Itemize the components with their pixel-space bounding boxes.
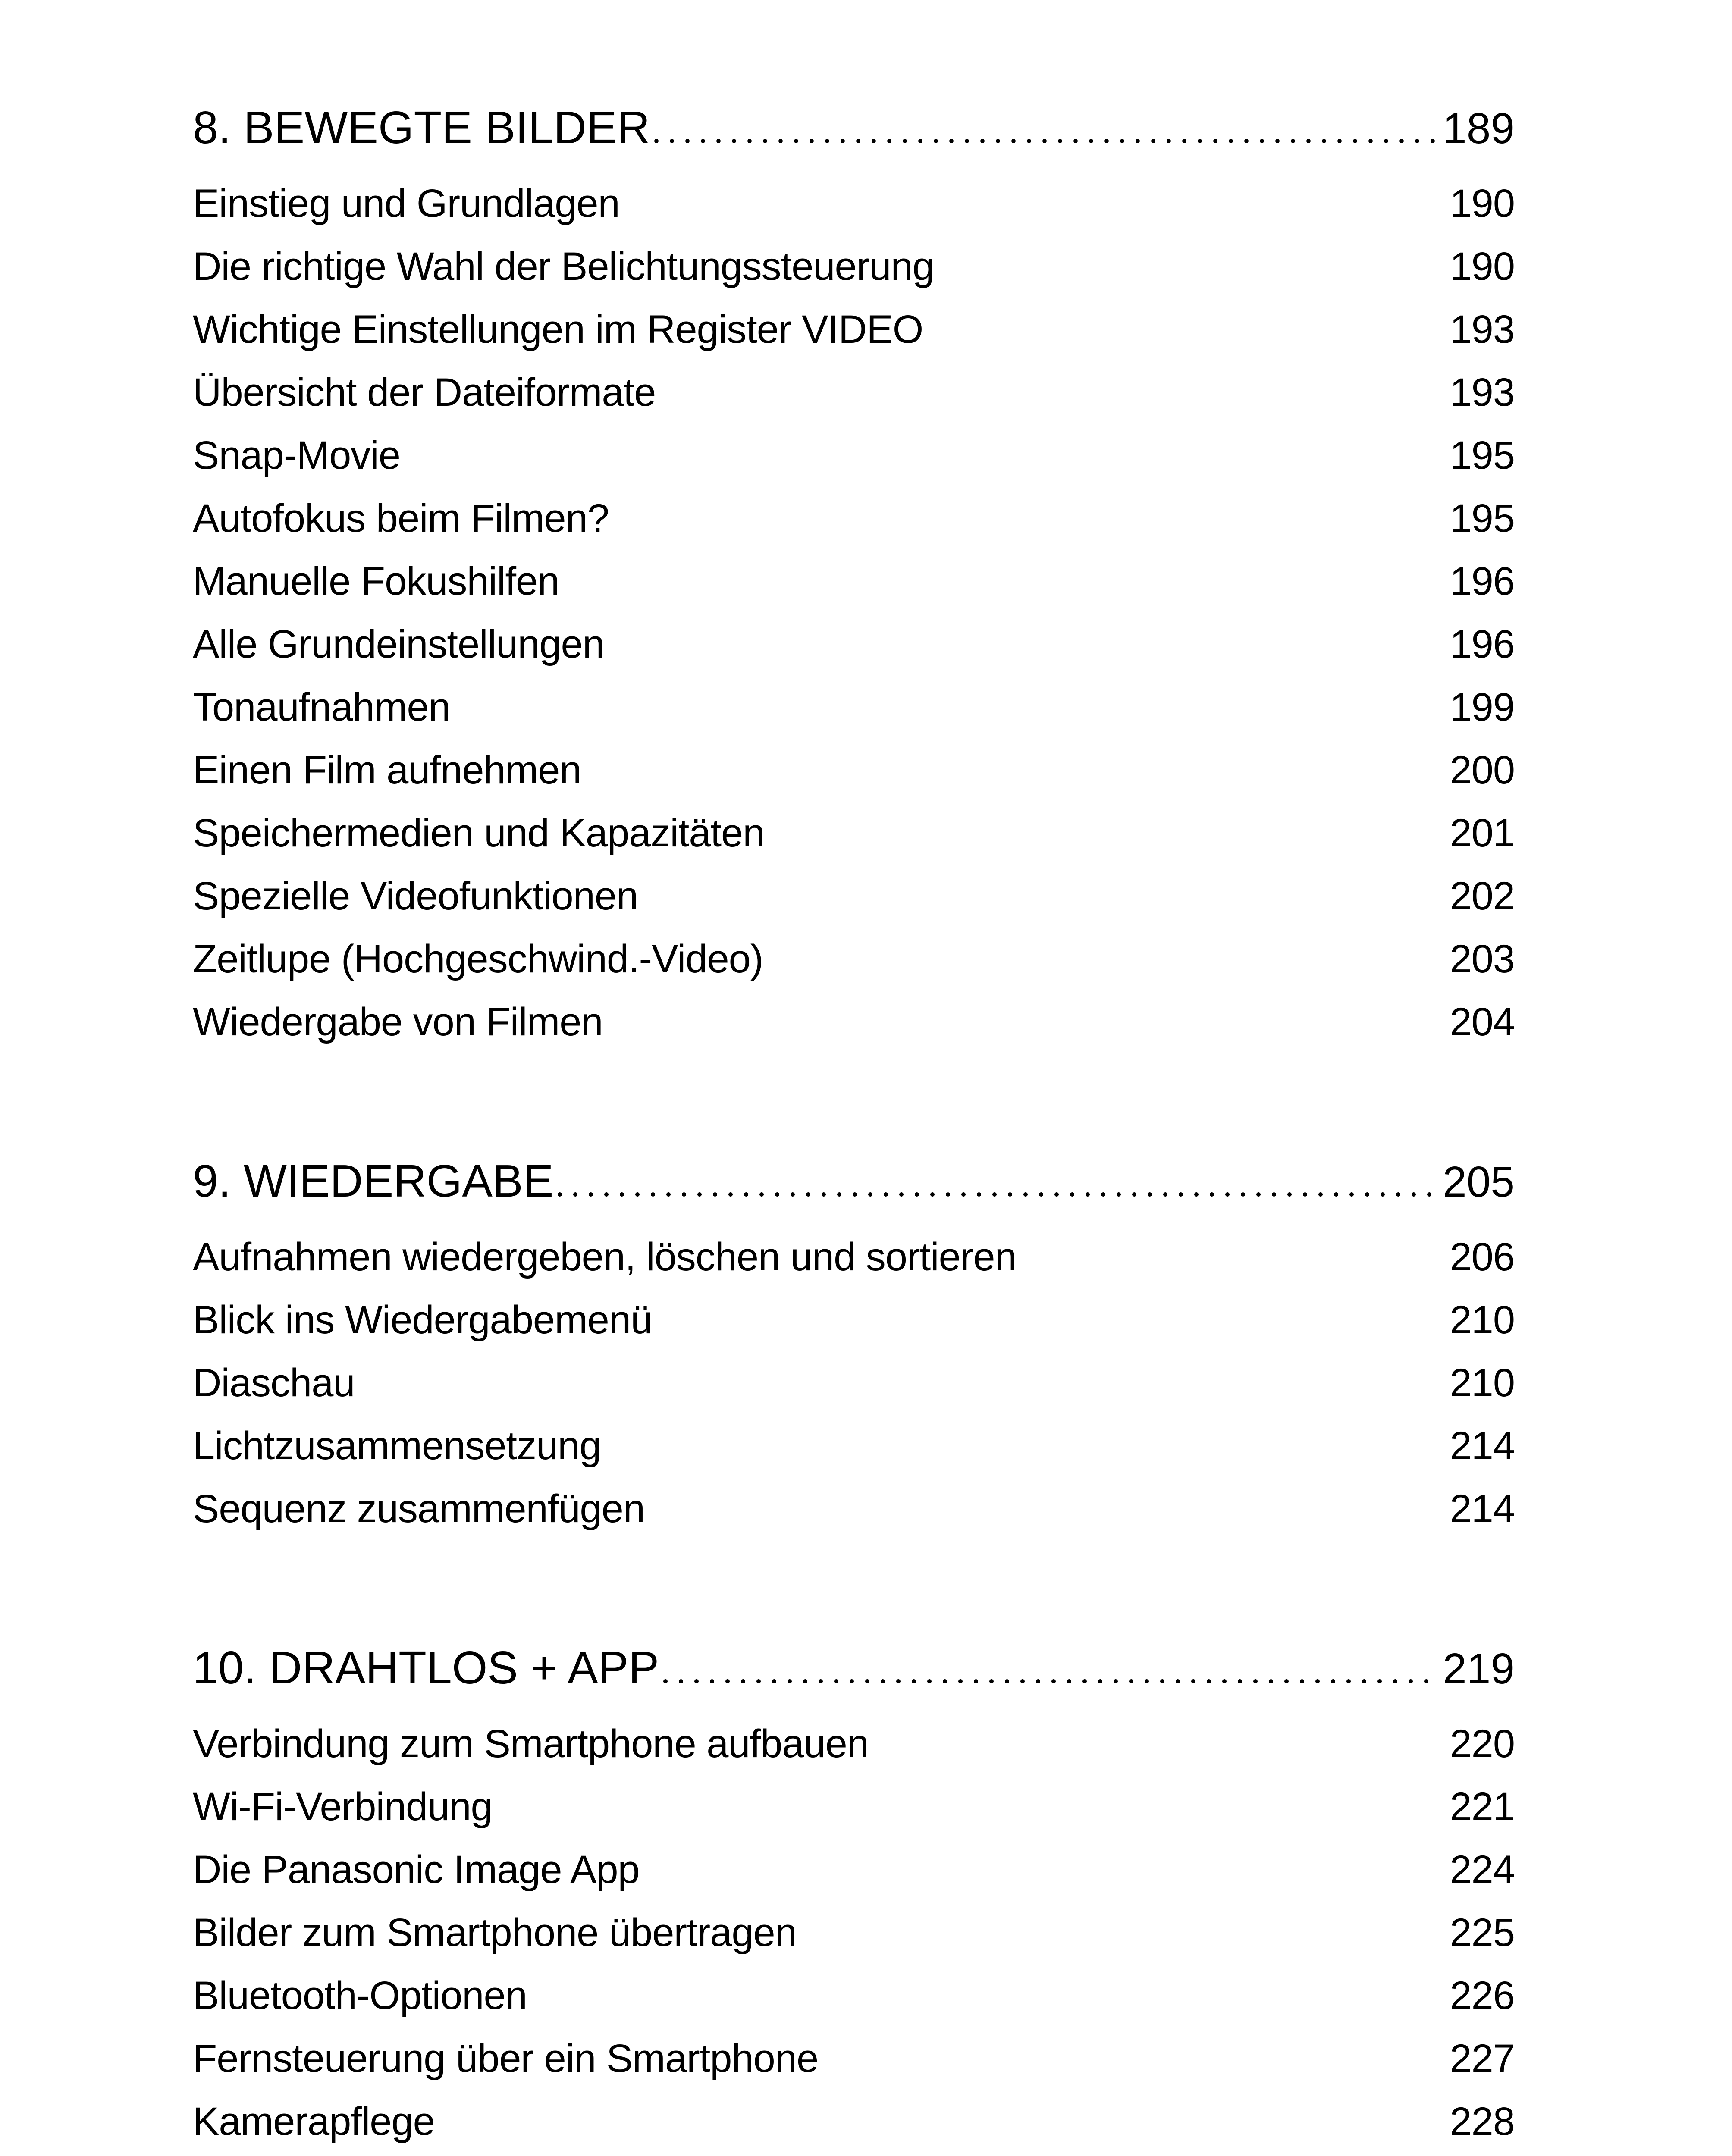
toc-entry-page-number: 196 (1450, 622, 1515, 666)
toc-entry-page-number: 229 (1450, 2153, 1515, 2156)
toc-entry-page-number: 221 (1450, 1785, 1515, 1829)
toc-entry-label: Alle Grundeinstellungen (193, 622, 605, 666)
toc-entry-row: Sequenz zusammenfügen 214 (193, 1477, 1515, 1540)
toc-entry-page-number: 214 (1450, 1487, 1515, 1531)
toc-entry-page-number: 203 (1450, 937, 1515, 981)
toc-entry-label: Zeitlupe (Hochgeschwind.-Video) (193, 937, 763, 981)
chapter-page-number: 205 (1443, 1158, 1515, 1206)
book-page: 8. BEWEGTE BILDER 189 Einstieg und Grundla… (0, 96, 1732, 2156)
toc-entry-page-number: 195 (1450, 433, 1515, 477)
toc-entry-row: Kontakt und Links 229 (193, 2153, 1515, 2156)
toc-entry-label: Einen Film aufnehmen (193, 748, 581, 792)
toc-entry-row: Spezielle Videofunktionen 202 (193, 865, 1515, 928)
toc-entry-label: Verbindung zum Smartphone aufbauen (193, 1722, 869, 1766)
toc-entry-page-number: 195 (1450, 496, 1515, 540)
toc-entry-label: Fernsteuerung über ein Smartphone (193, 2037, 819, 2081)
toc-entry-label: Die Panasonic Image App (193, 1848, 640, 1892)
toc-entry-label: Manuelle Fokushilfen (193, 559, 559, 603)
chapter-heading-label: 9. WIEDERGABE (193, 1156, 554, 1206)
toc-entry-row: Die richtige Wahl der Belichtungssteueru… (193, 235, 1515, 298)
toc-entry-row: Kamerapflege 228 (193, 2090, 1515, 2153)
toc-entry-page-number: 193 (1450, 370, 1515, 414)
toc-entry-label: Wi-Fi-Verbindung (193, 1785, 493, 1829)
toc-entry-label: Aufnahmen wiedergeben, löschen und sorti… (193, 1235, 1017, 1279)
toc-entry-row: Wichtige Einstellungen im Register VIDEO… (193, 298, 1515, 361)
toc-entry-row: Einen Film aufnehmen 200 (193, 739, 1515, 802)
toc-entry-label: Spezielle Videofunktionen (193, 874, 638, 918)
toc-entry-page-number: 193 (1450, 307, 1515, 351)
toc-entry-page-number: 206 (1450, 1235, 1515, 1279)
toc-entry-page-number: 196 (1450, 559, 1515, 603)
toc: 8. BEWEGTE BILDER 189 Einstieg und Grundla… (193, 96, 1515, 2156)
toc-entry-page-number: 228 (1450, 2100, 1515, 2143)
toc-entry-page-number: 201 (1450, 811, 1515, 855)
chapter-heading-row: 9. WIEDERGABE 205 (193, 1150, 1515, 1213)
toc-entry-page-number: 210 (1450, 1298, 1515, 1342)
toc-entry-row: Tonaufnahmen 199 (193, 676, 1515, 739)
toc-entry-row: Wiedergabe von Filmen 204 (193, 990, 1515, 1053)
toc-entry-label: Kamerapflege (193, 2100, 435, 2143)
toc-entry-label: Wiedergabe von Filmen (193, 1000, 603, 1044)
toc-entry-row: Aufnahmen wiedergeben, löschen und sorti… (193, 1225, 1515, 1288)
toc-entry-row: Verbindung zum Smartphone aufbauen 220 (193, 1712, 1515, 1775)
toc-entry-label: Bluetooth-Optionen (193, 1974, 527, 2018)
toc-entry-page-number: 190 (1450, 244, 1515, 288)
toc-entry-row: Autofokus beim Filmen? 195 (193, 487, 1515, 550)
dot-leader (663, 1636, 1440, 1700)
toc-entry-page-number: 200 (1450, 748, 1515, 792)
toc-entry-page-number: 199 (1450, 685, 1515, 729)
toc-entry-row: Die Panasonic Image App 224 (193, 1838, 1515, 1901)
toc-entry-page-number: 190 (1450, 182, 1515, 226)
toc-entry-page-number: 204 (1450, 1000, 1515, 1044)
toc-entry-page-number: 225 (1450, 1911, 1515, 1955)
toc-entry-row: Bluetooth-Optionen 226 (193, 1964, 1515, 2027)
toc-entry-label: Wichtige Einstellungen im Register VIDEO (193, 307, 923, 351)
chapter-heading-row: 10. DRAHTLOS + APP 219 (193, 1636, 1515, 1700)
toc-entry-label: Autofokus beim Filmen? (193, 496, 609, 540)
toc-section: 10. DRAHTLOS + APP 219 Verbindung zum Smar… (193, 1636, 1515, 2156)
toc-entry-label: Übersicht der Dateiformate (193, 370, 656, 414)
toc-section: 9. WIEDERGABE 205 Aufnahmen wiedergeben, l… (193, 1150, 1515, 1540)
toc-entry-label: Sequenz zusammenfügen (193, 1487, 645, 1531)
toc-entry-row: Lichtzusammensetzung 214 (193, 1414, 1515, 1477)
toc-entry-page-number: 224 (1450, 1848, 1515, 1892)
toc-entry-label: Tonaufnahmen (193, 685, 451, 729)
toc-entry-row: Alle Grundeinstellungen 196 (193, 613, 1515, 676)
dot-leader (558, 1150, 1440, 1213)
toc-entry-row: Wi-Fi-Verbindung 221 (193, 1775, 1515, 1838)
toc-entry-row: Einstieg und Grundlagen 190 (193, 172, 1515, 235)
toc-entry-label: Diaschau (193, 1361, 355, 1405)
chapter-heading-label: 8. BEWEGTE BILDER (193, 102, 650, 153)
toc-entry-page-number: 227 (1450, 2037, 1515, 2081)
toc-entry-label: Lichtzusammensetzung (193, 1424, 601, 1468)
toc-entry-row: Manuelle Fokushilfen 196 (193, 550, 1515, 613)
toc-entry-page-number: 220 (1450, 1722, 1515, 1766)
toc-entry-row: Diaschau 210 (193, 1351, 1515, 1414)
toc-entry-row: Bilder zum Smartphone übertragen 225 (193, 1901, 1515, 1964)
toc-entry-page-number: 202 (1450, 874, 1515, 918)
toc-entry-page-number: 214 (1450, 1424, 1515, 1468)
toc-entry-label: Einstieg und Grundlagen (193, 182, 620, 226)
toc-entry-row: Fernsteuerung über ein Smartphone 227 (193, 2027, 1515, 2090)
toc-entry-page-number: 210 (1450, 1361, 1515, 1405)
toc-entry-row: Blick ins Wiedergabemenü 210 (193, 1288, 1515, 1351)
toc-entry-label: Die richtige Wahl der Belichtungssteueru… (193, 244, 935, 288)
toc-entry-label: Bilder zum Smartphone übertragen (193, 1911, 797, 1955)
toc-entry-label: Speichermedien und Kapazitäten (193, 811, 765, 855)
toc-entry-page-number: 226 (1450, 1974, 1515, 2018)
toc-entry-row: Speichermedien und Kapazitäten 201 (193, 802, 1515, 865)
chapter-heading-row: 8. BEWEGTE BILDER 189 (193, 96, 1515, 160)
toc-section: 8. BEWEGTE BILDER 189 Einstieg und Grundla… (193, 96, 1515, 1053)
toc-entry-row: Übersicht der Dateiformate 193 (193, 361, 1515, 424)
toc-entry-label: Blick ins Wiedergabemenü (193, 1298, 653, 1342)
toc-entry-row: Zeitlupe (Hochgeschwind.-Video) 203 (193, 928, 1515, 990)
toc-entry-label: Kontakt und Links (193, 2153, 501, 2156)
toc-entry-label: Snap-Movie (193, 433, 401, 477)
chapter-page-number: 189 (1443, 104, 1515, 153)
dot-leader (654, 96, 1440, 160)
chapter-heading-label: 10. DRAHTLOS + APP (193, 1642, 659, 1693)
toc-entry-row: Snap-Movie 195 (193, 424, 1515, 487)
chapter-page-number: 219 (1443, 1645, 1515, 1693)
